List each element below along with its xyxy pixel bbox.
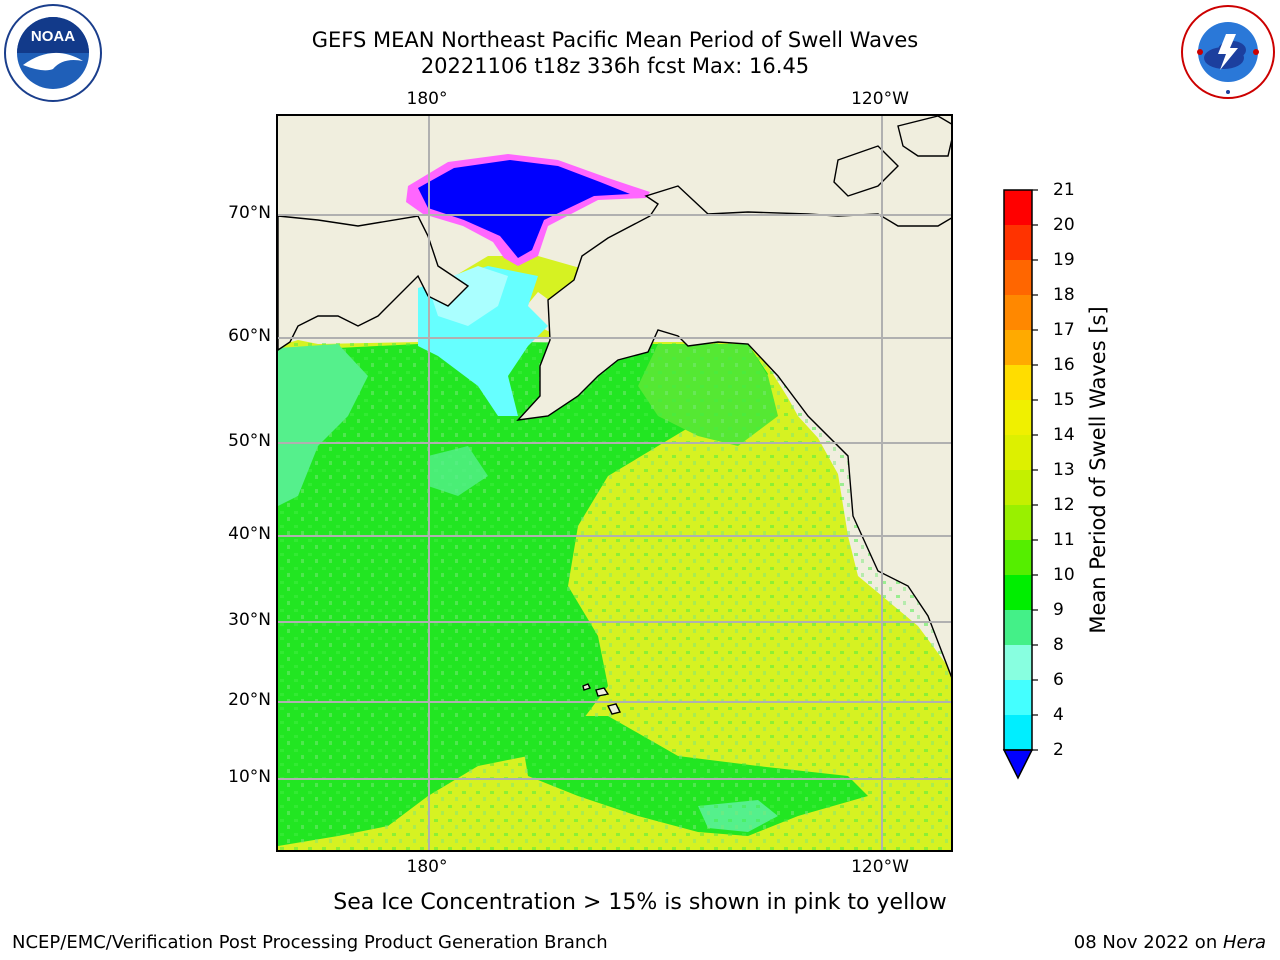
colorbar-label: 15 xyxy=(1053,390,1075,410)
colorbar-cell xyxy=(1004,225,1032,260)
lat-tick-60n: 60°N xyxy=(228,326,271,346)
svg-text:NOAA: NOAA xyxy=(31,28,75,45)
land-coastline xyxy=(278,116,951,715)
colorbar-label: 13 xyxy=(1053,460,1075,480)
lat-tick-30n: 30°N xyxy=(228,610,271,630)
lat-tick-10n: 10°N xyxy=(228,767,271,787)
top-tick-120w: 120°W xyxy=(851,89,909,109)
colorbar-cell xyxy=(1004,330,1032,365)
colorbar-label: 8 xyxy=(1053,635,1064,655)
colorbar-cell xyxy=(1004,645,1032,680)
footer-credit: NCEP/EMC/Verification Post Processing Pr… xyxy=(12,932,608,953)
colorbar-extend-arrow xyxy=(1002,749,1034,780)
noaa-logo: NOAA xyxy=(3,3,103,103)
colorbar-cell xyxy=(1004,295,1032,330)
colorbar-title: Mean Period of Swell Waves [s] xyxy=(1086,306,1110,634)
colorbar xyxy=(1002,189,1038,780)
colorbar-cell xyxy=(1004,400,1032,435)
colorbar-cell xyxy=(1004,470,1032,505)
chart-title: GEFS MEAN Northeast Pacific Mean Period … xyxy=(311,28,919,52)
colorbar-label: 17 xyxy=(1053,320,1075,340)
lat-tick-20n: 20°N xyxy=(228,690,271,710)
colorbar-label: 2 xyxy=(1053,740,1064,760)
colorbar-label: 14 xyxy=(1053,425,1075,445)
colorbar-label: 10 xyxy=(1053,565,1075,585)
colorbar-label: 6 xyxy=(1053,670,1064,690)
map-canvas xyxy=(278,116,951,850)
colorbar-label: 4 xyxy=(1053,705,1064,725)
chart-subtitle: 20221106 t18z 336h fcst Max: 16.45 xyxy=(420,54,810,78)
colorbar-cell xyxy=(1004,435,1032,470)
colorbar-cell xyxy=(1004,365,1032,400)
map-panel xyxy=(276,114,953,852)
colorbar-cell xyxy=(1004,715,1032,750)
colorbar-cell xyxy=(1004,505,1032,540)
colorbar-label: 21 xyxy=(1053,180,1075,200)
colorbar-cell xyxy=(1004,575,1032,610)
footer-date: 08 Nov 2022 on Hera xyxy=(1074,932,1266,953)
mint-swell-patch-central xyxy=(428,446,488,496)
nws-logo xyxy=(1180,4,1276,100)
colorbar-label: 9 xyxy=(1053,600,1064,620)
colorbar-label: 11 xyxy=(1053,530,1075,550)
sea-ice-core xyxy=(418,160,630,258)
colorbar-label: 16 xyxy=(1053,355,1075,375)
lat-tick-70n: 70°N xyxy=(228,203,271,223)
colorbar-label: 12 xyxy=(1053,495,1075,515)
colorbar-cell xyxy=(1004,540,1032,575)
colorbar-cell xyxy=(1004,190,1032,225)
sea-ice-footnote: Sea Ice Concentration > 15% is shown in … xyxy=(333,890,947,915)
colorbar-cell xyxy=(1004,680,1032,715)
footer-date-text: 08 Nov 2022 on xyxy=(1073,932,1223,953)
colorbar-cell xyxy=(1004,610,1032,645)
colorbar-label: 18 xyxy=(1053,285,1075,305)
lat-tick-40n: 40°N xyxy=(228,524,271,544)
colorbar-cell xyxy=(1004,260,1032,295)
mint-swell-patch-west xyxy=(278,344,368,506)
colorbar-label: 20 xyxy=(1053,215,1075,235)
bottom-tick-180: 180° xyxy=(406,857,448,877)
colorbar-label: 19 xyxy=(1053,250,1075,270)
lat-tick-50n: 50°N xyxy=(228,431,271,451)
graticule xyxy=(278,116,951,850)
top-tick-180: 180° xyxy=(406,89,448,109)
bottom-tick-120w: 120°W xyxy=(851,857,909,877)
footer-host: Hera xyxy=(1222,932,1266,953)
